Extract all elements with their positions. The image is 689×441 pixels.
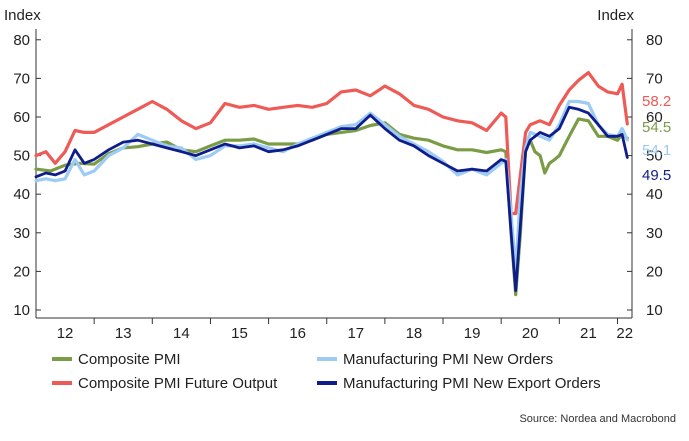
y-tick-label-right: 10 [646, 302, 663, 319]
y-tick-label-left: 30 [13, 225, 30, 242]
series-line-3 [34, 99, 629, 273]
y-tick-label-left: 10 [13, 302, 30, 319]
legend-label-4: Manufacturing PMI New Export Orders [343, 375, 601, 392]
x-tick-label: 15 [231, 325, 248, 342]
x-tick-label: 21 [580, 325, 597, 342]
y-tick-label-left: 40 [13, 186, 30, 203]
y-tick-label-right: 80 [646, 32, 663, 49]
y-tick-label-right: 20 [646, 263, 663, 280]
x-tick-label: 12 [57, 325, 74, 342]
legend-label-3: Manufacturing PMI New Orders [343, 351, 553, 368]
legend: Composite PMI Composite PMI Future Output… [52, 351, 601, 392]
y-axis-title-right: Index [597, 7, 634, 24]
y-tick-label-right: 40 [646, 186, 663, 203]
y-tick-label-left: 20 [13, 263, 30, 280]
end-label-1: 54.5 [642, 119, 671, 136]
y-tick-label-left: 80 [13, 32, 30, 49]
series-lines [34, 70, 629, 297]
legend-label-2: Composite PMI Future Output [78, 375, 278, 392]
legend-label-1: Composite PMI [78, 351, 181, 368]
end-label-2: 58.2 [642, 93, 671, 110]
x-tick-label: 19 [464, 325, 481, 342]
x-tick-label: 17 [347, 325, 364, 342]
x-tick-label: 16 [289, 325, 306, 342]
axes: Index Index 10 10 20 20 30 30 40 40 50 50 60 60 70 70 80… [4, 7, 663, 342]
y-tick-label-left: 60 [13, 109, 30, 126]
y-tick-label-right: 60 [646, 109, 663, 126]
x-tick-label: 22 [616, 325, 633, 342]
y-tick-label-right: 50 [646, 148, 663, 165]
x-tick-label: 18 [406, 325, 423, 342]
end-label-4: 49.5 [642, 167, 671, 184]
source-note: Source: Nordea and Macrobond [519, 413, 676, 425]
x-tick-label: 14 [173, 325, 190, 342]
end-label-3: 54.1 [642, 142, 671, 159]
x-tick-label: 13 [115, 325, 132, 342]
series-line-2 [34, 70, 629, 216]
end-labels: 54.5 58.2 54.1 49.5 [642, 93, 671, 184]
y-tick-label-left: 70 [13, 70, 30, 87]
y-tick-label-left: 50 [13, 148, 30, 165]
y-axis-title-left: Index [4, 7, 41, 24]
series-line-4 [34, 105, 629, 293]
x-tick-label: 20 [522, 325, 539, 342]
y-tick-label-right: 70 [646, 70, 663, 87]
y-tick-label-right: 30 [646, 225, 663, 242]
